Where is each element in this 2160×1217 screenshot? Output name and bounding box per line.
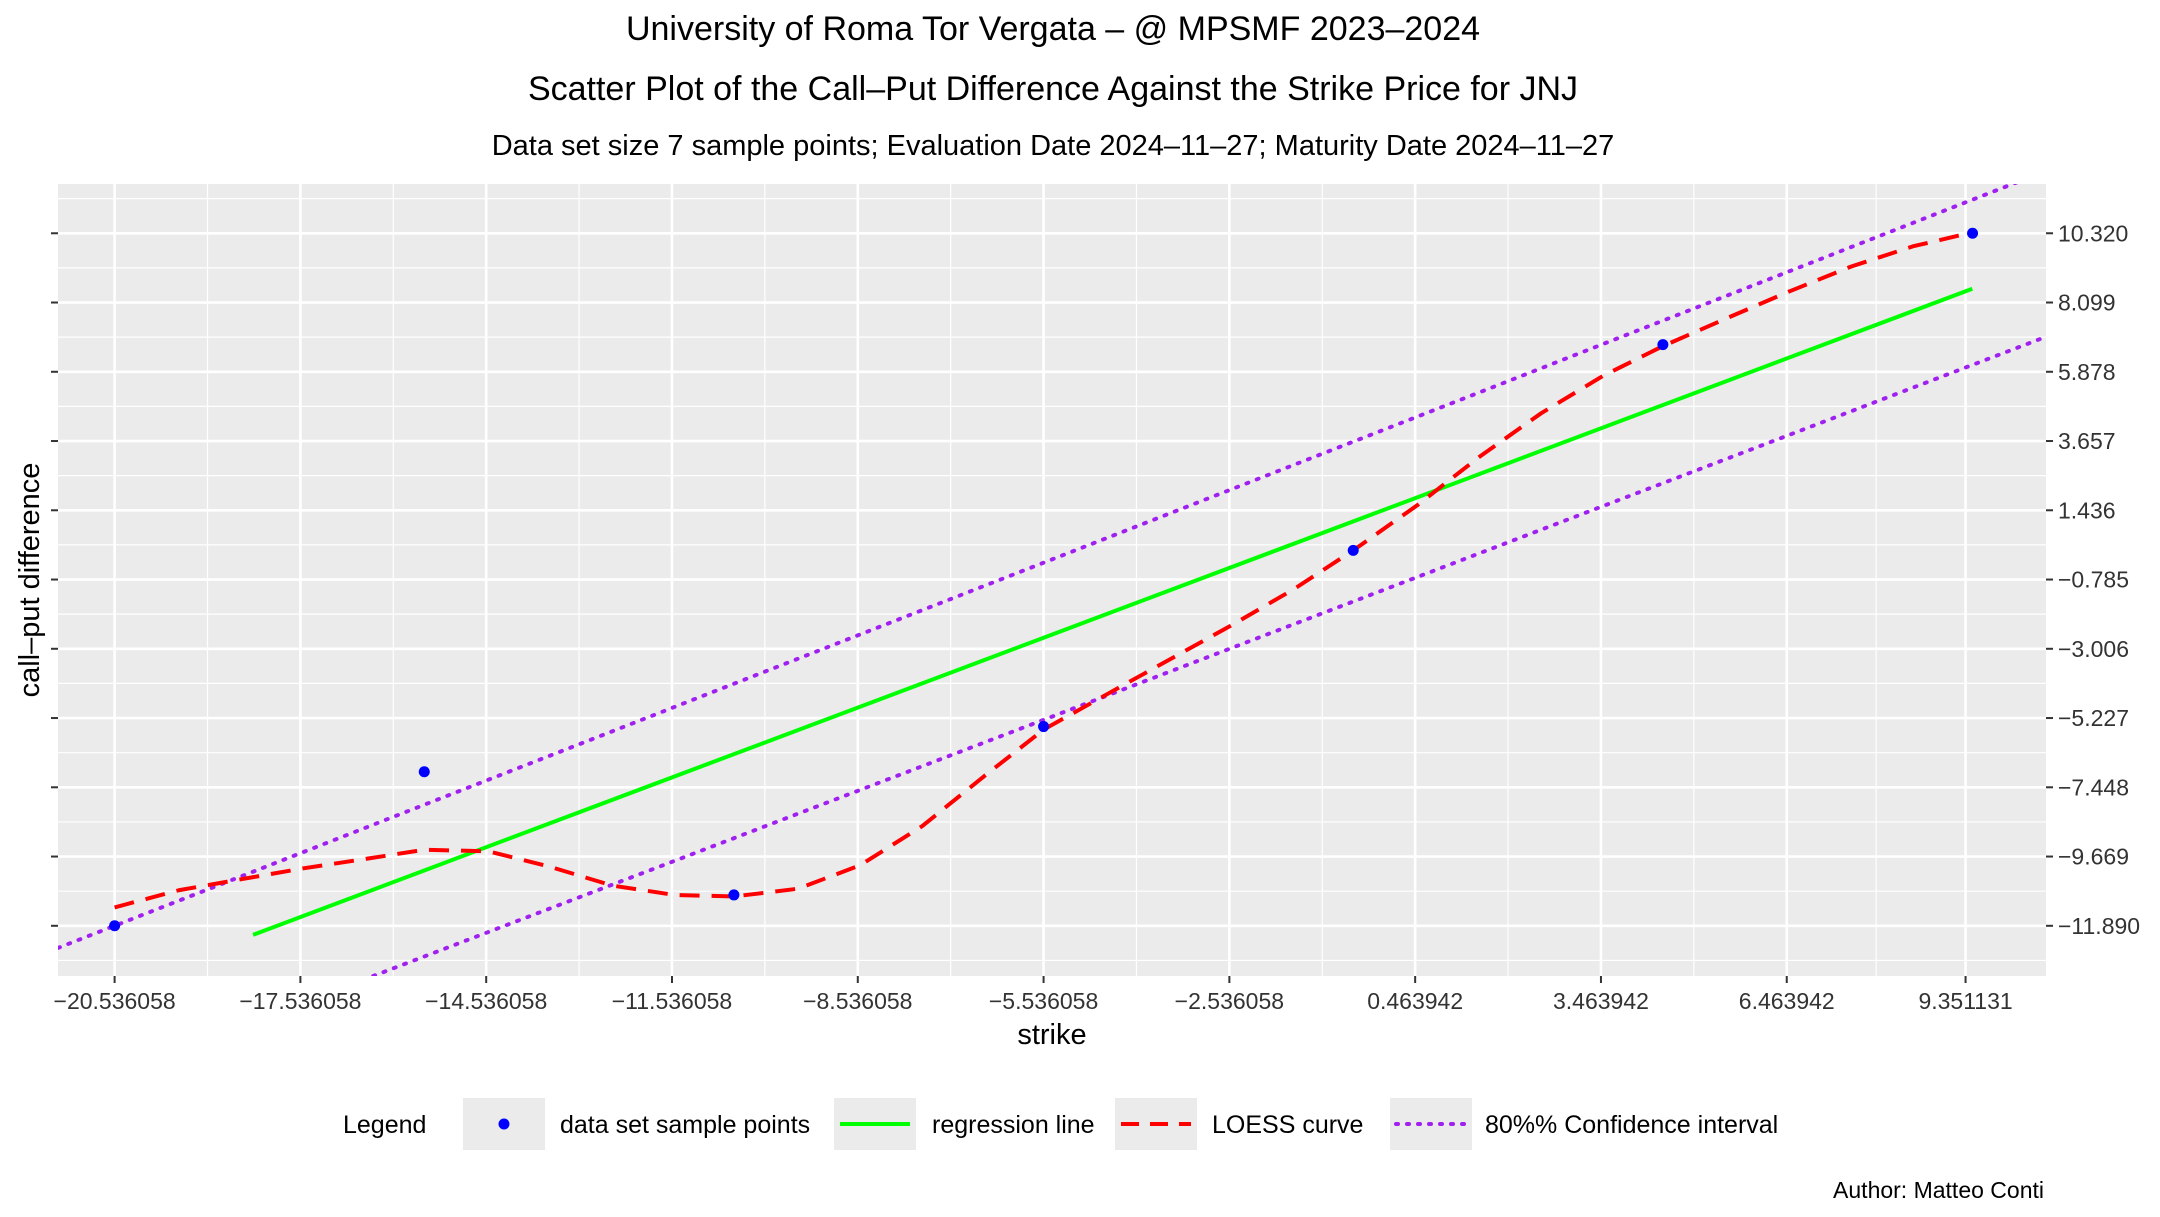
chart-title: University of Roma Tor Vergata – @ MPSMF…: [626, 10, 1480, 48]
x-tick-label: −20.536058: [54, 988, 176, 1014]
legend-title: Legend: [343, 1111, 426, 1139]
grid: [58, 184, 2046, 976]
x-tick-label: −14.536058: [425, 988, 547, 1014]
axis-ticks: −20.536058 −17.536058 −14.536058 −11.536058…: [51, 220, 2140, 1014]
data-point: [728, 889, 740, 901]
confidence-lower-line: [371, 334, 2046, 976]
y-tick-label: −11.890: [2058, 913, 2140, 939]
chart-caption-line: Data set size 7 sample points; Evaluatio…: [492, 130, 1615, 162]
legend-label: regression line: [932, 1111, 1095, 1139]
x-tick-label: −11.536058: [612, 988, 732, 1014]
legend-label: 80%% Confidence interval: [1485, 1111, 1778, 1139]
author-credit: Author: Matteo Conti: [1833, 1177, 2044, 1203]
legend-point-icon: [498, 1118, 510, 1130]
y-tick-label: 5.878: [2058, 359, 2116, 385]
data-point: [1038, 721, 1050, 733]
data-point: [1657, 339, 1669, 351]
x-tick-label: 6.463942: [1739, 988, 1835, 1014]
x-tick-label: −17.536058: [239, 988, 361, 1014]
y-tick-label: 8.099: [2058, 290, 2116, 316]
chart-subtitle: Scatter Plot of the Call–Put Difference …: [528, 70, 1578, 108]
y-tick-label: −3.006: [2058, 636, 2129, 662]
y-tick-label: 3.657: [2058, 428, 2116, 454]
data-point: [418, 766, 430, 778]
legend-label: LOESS curve: [1212, 1111, 1363, 1139]
confidence-upper-line: [58, 184, 2019, 950]
y-tick-label: −9.669: [2058, 844, 2129, 870]
legend-label: data set sample points: [560, 1111, 810, 1139]
y-tick-label: 1.436: [2058, 497, 2116, 523]
y-tick-label: −7.448: [2058, 774, 2129, 800]
x-tick-label: 0.463942: [1367, 988, 1463, 1014]
data-point: [1967, 227, 1979, 239]
x-tick-label: −2.536058: [1175, 988, 1284, 1014]
y-tick-label: 10.320: [2058, 220, 2128, 246]
y-tick-label: −0.785: [2058, 567, 2129, 593]
x-tick-label: 9.351131: [1918, 988, 2012, 1014]
x-tick-label: −5.536058: [989, 988, 1098, 1014]
y-axis-label: call–put difference: [14, 463, 46, 698]
y-tick-label: −5.227: [2058, 705, 2129, 731]
data-point: [1347, 544, 1359, 556]
regression-line: [252, 286, 1974, 937]
data-point: [109, 920, 121, 932]
x-tick-label: −8.536058: [803, 988, 912, 1014]
data-marks: [58, 184, 2046, 976]
legend: Legend data set sample points regression …: [343, 1098, 1778, 1150]
x-tick-label: 3.463942: [1553, 988, 1649, 1014]
x-axis-label: strike: [1017, 1019, 1086, 1051]
